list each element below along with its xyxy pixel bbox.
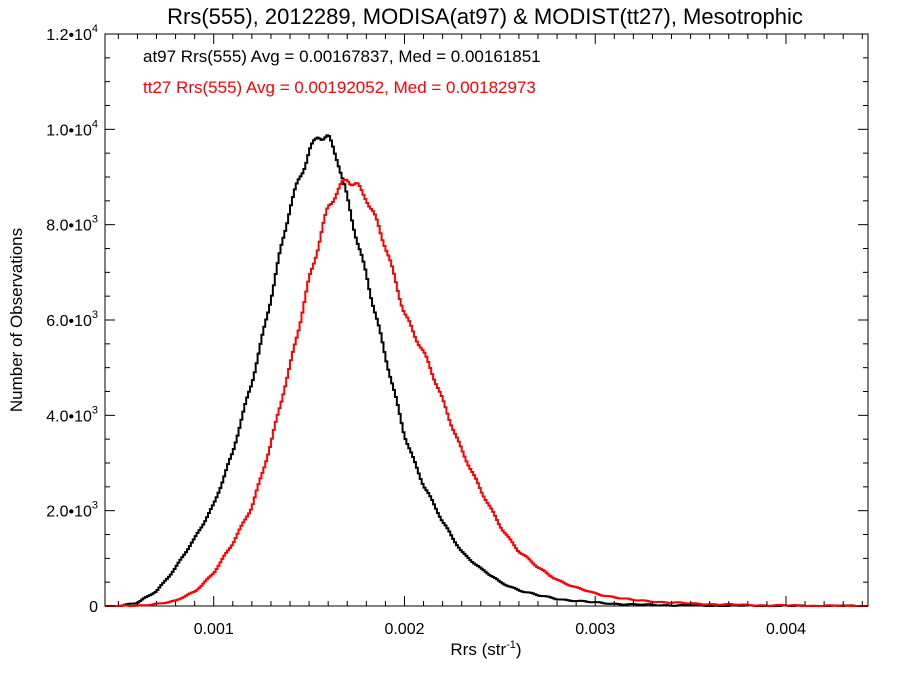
- series-layer: [105, 134, 868, 607]
- y-tick-label: 2.0•103: [46, 500, 98, 521]
- x-tick-label: 0.004: [766, 621, 806, 638]
- y-tick-label: 6.0•103: [46, 309, 98, 330]
- legend-entry-tt27: tt27 Rrs(555) Avg = 0.00192052, Med = 0.…: [143, 78, 536, 97]
- chart-title: Rrs(555), 2012289, MODISA(at97) & MODIST…: [167, 4, 803, 29]
- y-tick-label: 8.0•103: [46, 214, 98, 235]
- x-tick-label: 0.001: [194, 621, 234, 638]
- y-tick-label: 1.2•104: [46, 23, 98, 44]
- legend: at97 Rrs(555) Avg = 0.00167837, Med = 0.…: [143, 47, 541, 97]
- x-tick-label: 0.003: [575, 621, 615, 638]
- y-axis-label: Number of Observations: [7, 228, 26, 412]
- y-tick-label: 0: [89, 599, 98, 616]
- plot-frame: [104, 33, 869, 607]
- x-axis-label: Rrs (str-1): [450, 639, 521, 659]
- y-tick-label: 1.0•104: [46, 118, 98, 139]
- y-axis: 0 2.0•103 4.0•103 6.0•103 8.0•103 1.0•104 1.2•…: [46, 23, 868, 616]
- series-line-tt27: [105, 178, 868, 607]
- series-line-at97: [105, 134, 868, 607]
- x-axis: 0.001 0.002 0.003 0.004: [117, 34, 863, 638]
- x-tick-label: 0.002: [384, 621, 424, 638]
- y-tick-label: 4.0•103: [46, 404, 98, 425]
- legend-entry-at97: at97 Rrs(555) Avg = 0.00167837, Med = 0.…: [143, 47, 541, 66]
